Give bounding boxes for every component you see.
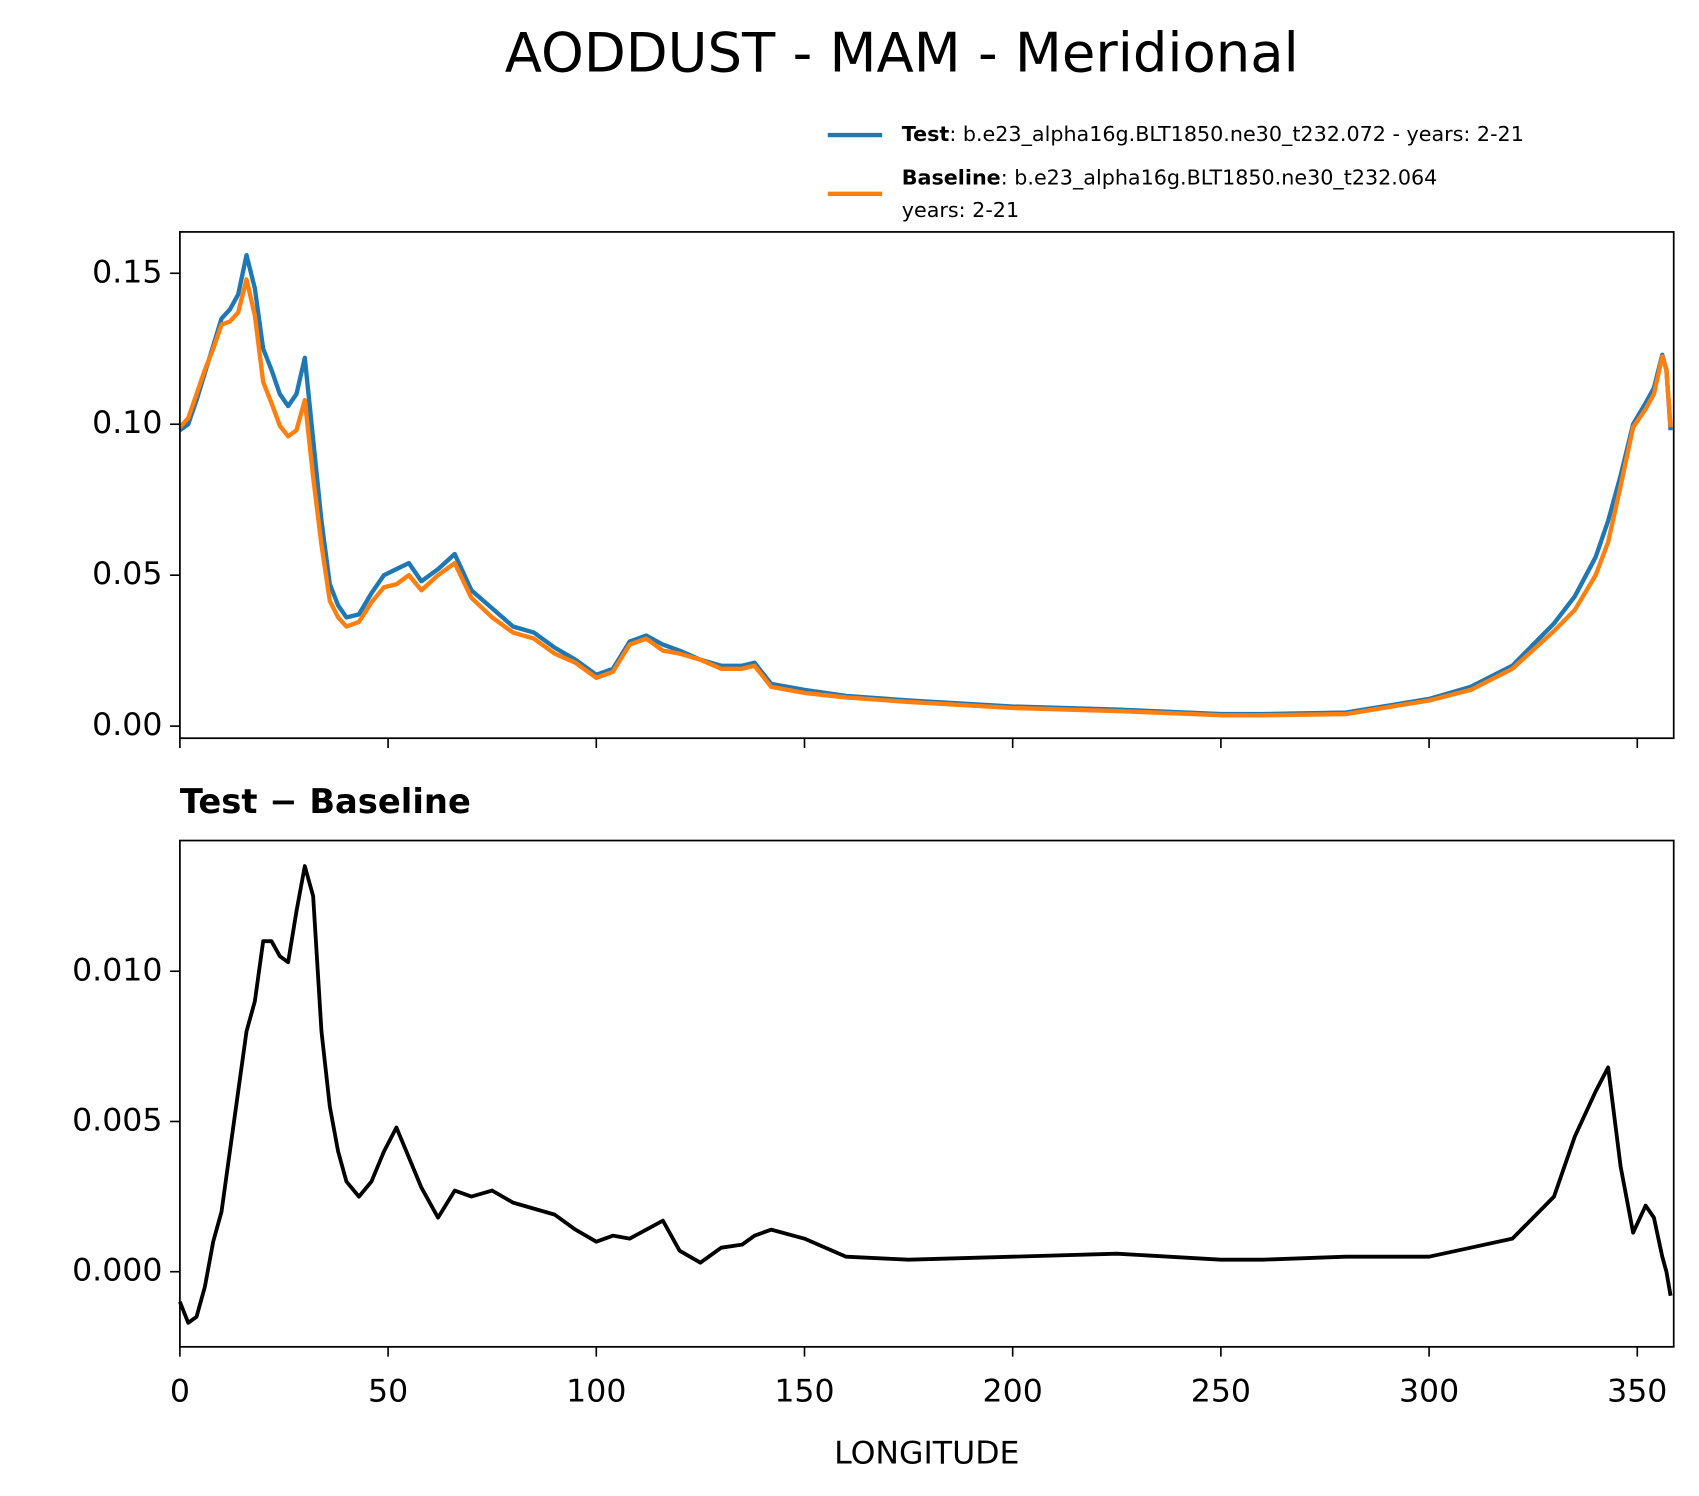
x-tick-label: 250 — [1191, 1374, 1251, 1410]
series-line — [178, 252, 1673, 717]
y-tick-label: 0.010 — [72, 952, 162, 988]
axes-frame — [179, 839, 1675, 1348]
legend-description: : b.e23_alpha16g.BLT1850.ne30_t232.064 — [1001, 166, 1438, 191]
y-tick-label: 0.15 — [92, 254, 162, 290]
x-tick-label: 0 — [170, 1374, 190, 1410]
x-tick-label: 150 — [774, 1374, 834, 1410]
y-tick-label: 0.00 — [92, 707, 162, 743]
x-tick-label: 200 — [983, 1374, 1043, 1410]
series-line — [178, 277, 1673, 718]
y-tick-label: 0.05 — [92, 556, 162, 592]
legend-description: years: 2-21 — [902, 198, 1019, 222]
legend-text: years: 2-21 — [902, 198, 1019, 222]
x-axis-label: LONGITUDE — [834, 1436, 1019, 1472]
x-tick-label: 50 — [368, 1374, 408, 1410]
subplot-title: Test − Baseline — [180, 782, 471, 821]
legend-description: : b.e23_alpha16g.BLT1850.ne30_t232.072 -… — [949, 122, 1524, 147]
y-tick-label: 0.000 — [72, 1253, 162, 1289]
axes-frame — [179, 231, 1675, 740]
series-line — [178, 864, 1673, 1325]
figure-title: AODDUST - MAM - Meridional — [505, 21, 1299, 85]
legend-name: Baseline — [902, 166, 1001, 190]
y-tick-label: 0.10 — [92, 405, 162, 441]
legend-text: Test: b.e23_alpha16g.BLT1850.ne30_t232.0… — [902, 122, 1524, 147]
x-tick-label: 300 — [1399, 1374, 1459, 1410]
x-tick-label: 100 — [566, 1374, 626, 1410]
legend-name: Test — [902, 122, 950, 146]
x-tick-label: 350 — [1607, 1374, 1667, 1410]
legend-text: Baseline: b.e23_alpha16g.BLT1850.ne30_t2… — [902, 166, 1438, 191]
y-tick-label: 0.005 — [72, 1102, 162, 1138]
